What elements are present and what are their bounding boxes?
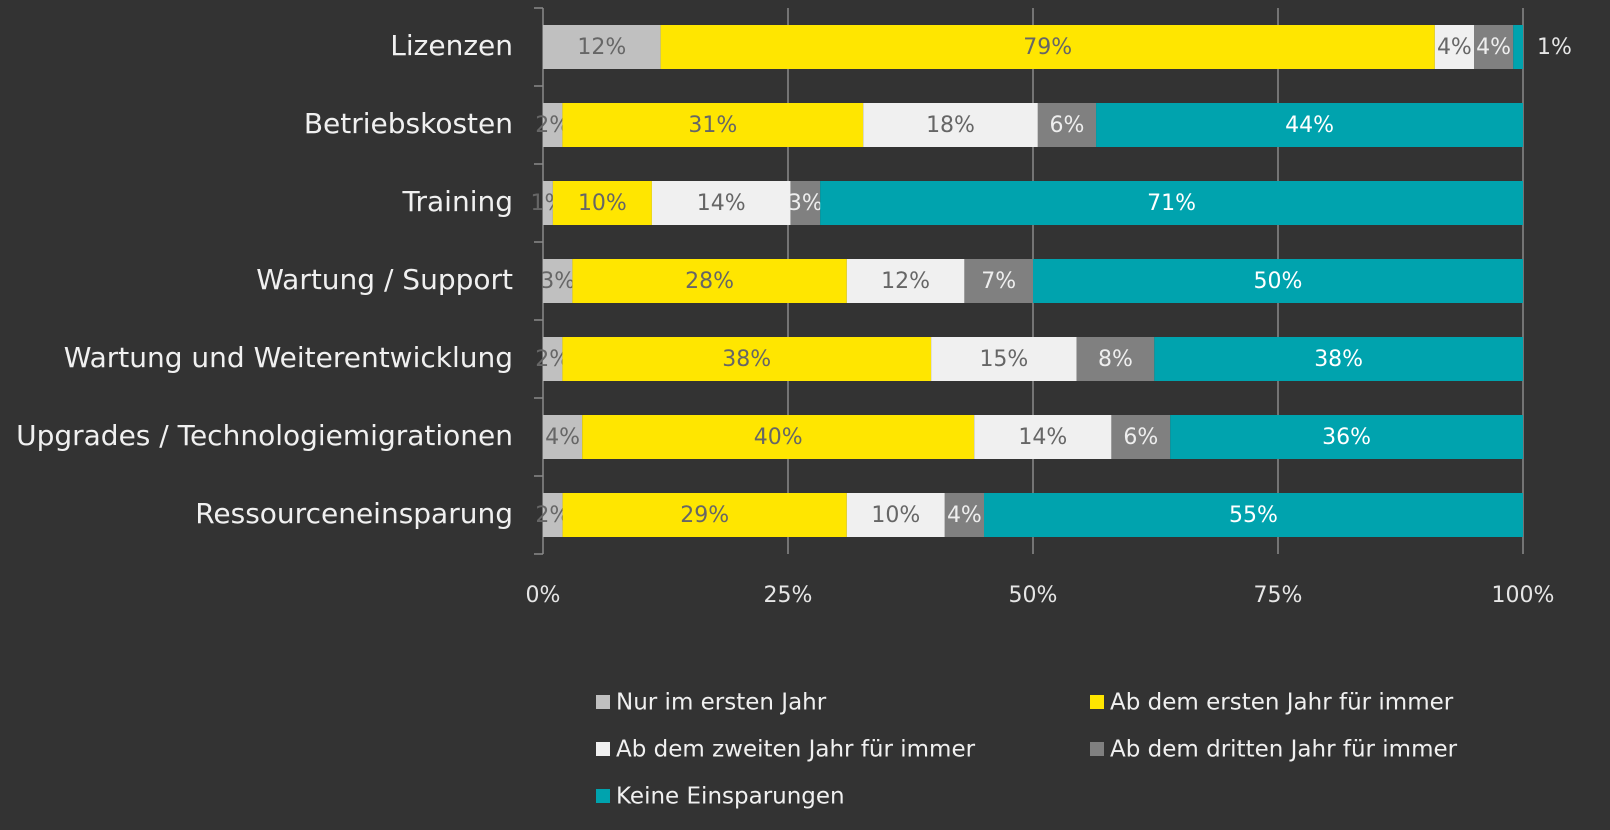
value-label: 18% [926,113,975,138]
bar-segment [1513,25,1523,69]
value-label: 79% [1023,35,1072,60]
value-label: 10% [578,191,627,216]
category-label: Lizenzen [390,29,513,62]
bar-segment [1076,337,1155,381]
value-label: 15% [979,347,1028,372]
bar-segment [944,493,984,537]
value-label: 7% [981,269,1016,294]
bar-segment [552,181,652,225]
value-label: 36% [1322,425,1371,450]
value-label: 4% [545,425,580,450]
value-label: 4% [1437,35,1472,60]
value-label: 10% [871,503,920,528]
legend-label: Ab dem zweiten Jahr für immer [616,737,976,763]
bar-segment [543,259,573,303]
bar-segment [543,337,563,381]
bar-segment [964,259,1033,303]
bar-segment [1474,25,1514,69]
value-label: 12% [881,269,930,294]
bar-segment [651,181,791,225]
value-label: 50% [1254,269,1303,294]
value-label: 4% [947,503,982,528]
bar-segment [931,337,1077,381]
x-tick-label: 75% [1254,583,1303,608]
x-tick-label: 50% [1009,583,1058,608]
legend-swatch [1090,695,1104,709]
bar-segment [543,493,563,537]
value-label: 14% [697,191,746,216]
bar-segment [863,103,1038,147]
bar-segment [984,493,1523,537]
legend-swatch [596,742,610,756]
bar-segment [660,25,1435,69]
category-label: Betriebskosten [304,107,513,140]
bar-segment [974,415,1112,459]
bar-segment [1096,103,1523,147]
bar-segment [562,493,847,537]
bar-segment [543,103,563,147]
category-label: Wartung / Support [256,263,513,296]
bar-segment [1154,337,1523,381]
x-tick-label: 0% [526,583,561,608]
category-label: Ressourceneinsparung [195,497,513,530]
x-tick-label: 100% [1492,583,1555,608]
legend-swatch [596,789,610,803]
value-label: 6% [1123,425,1158,450]
bar-segment [846,493,945,537]
value-label: 28% [685,269,734,294]
x-tick-label: 25% [764,583,813,608]
legend-label: Nur im ersten Jahr [616,690,827,716]
bar-segment [790,181,821,225]
bar-segment [543,181,553,225]
category-label: Training [402,185,513,218]
value-label: 38% [1314,347,1363,372]
value-label: 55% [1229,503,1278,528]
legend-swatch [596,695,610,709]
bar-segment [582,415,975,459]
bar-segment [543,415,583,459]
bar-segment [562,337,932,381]
value-label: 38% [722,347,771,372]
bar-segment [572,259,847,303]
legend-label: Ab dem ersten Jahr für immer [1110,690,1454,716]
value-label: 14% [1018,425,1067,450]
bar-segment [1434,25,1474,69]
bar-segment [846,259,965,303]
bar-segment [1033,259,1523,303]
value-label: 6% [1050,113,1085,138]
value-label: 12% [577,35,626,60]
value-label: 40% [754,425,803,450]
bar-segment [1170,415,1523,459]
value-label: 44% [1285,113,1334,138]
bar-segment [1111,415,1171,459]
value-label: 29% [680,503,729,528]
value-label: 3% [788,191,823,216]
value-label: 3% [540,269,575,294]
category-label: Wartung und Weiterentwicklung [64,341,513,374]
legend-swatch [1090,742,1104,756]
bar-segment [820,181,1523,225]
bar-segment [562,103,864,147]
legend-label: Ab dem dritten Jahr für immer [1110,737,1458,763]
bar-segment [1037,103,1097,147]
value-label: 31% [688,113,737,138]
bar-segment [543,25,661,69]
value-label: 4% [1476,35,1511,60]
value-label: 1% [1537,35,1572,60]
value-label: 71% [1147,191,1196,216]
category-label: Upgrades / Technologiemigrationen [16,419,513,452]
value-label: 8% [1098,347,1133,372]
legend-label: Keine Einsparungen [616,784,845,810]
